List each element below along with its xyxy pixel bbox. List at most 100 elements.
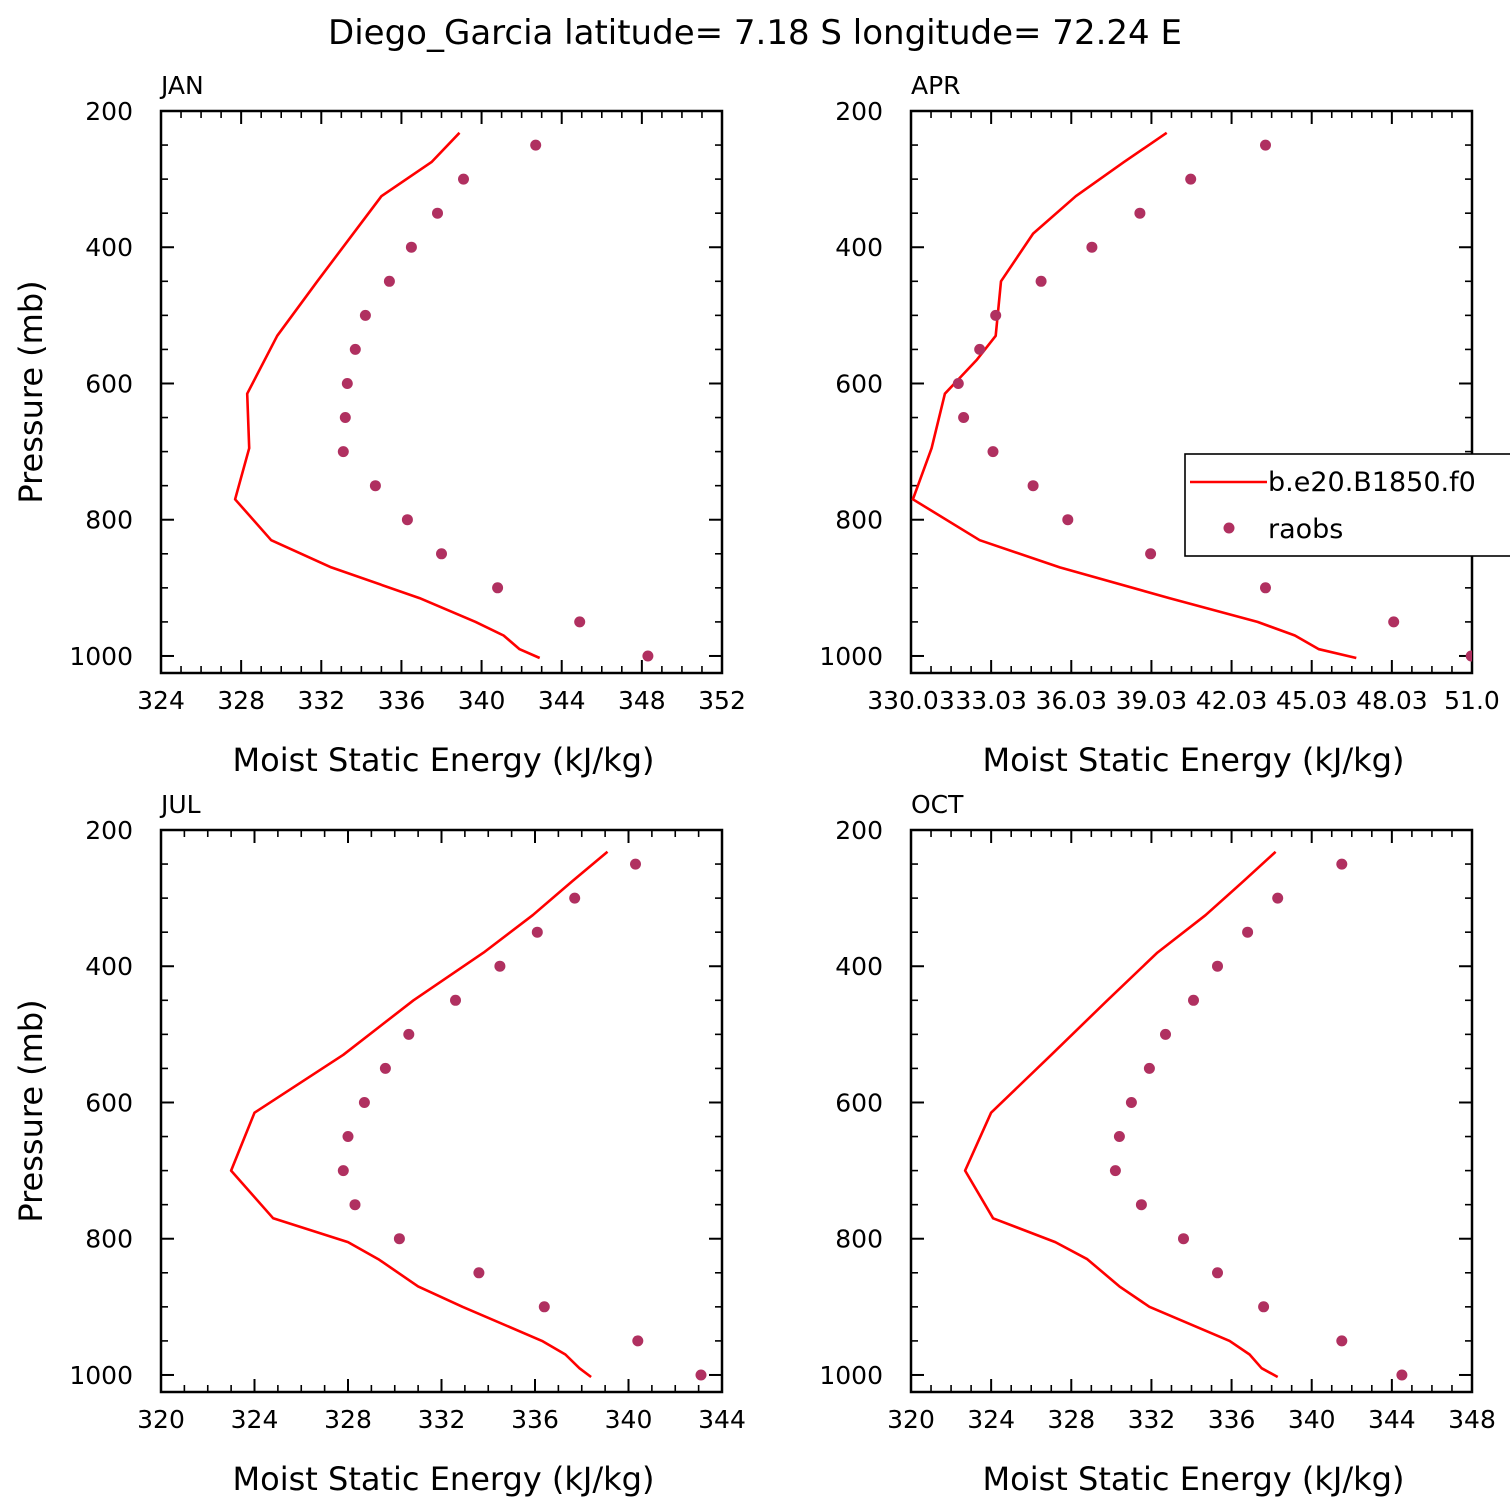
panel-jan: 324 328 332 336 340 344 348 352 200 400 600 800 1000…: [12, 71, 746, 779]
raobs-point: [436, 548, 447, 560]
x-tick-label: 45.03: [1276, 686, 1348, 715]
y-axis-label: Pressure (mb): [12, 999, 50, 1222]
y-tick-label: 200: [85, 97, 133, 126]
panel-title: JUL: [159, 790, 201, 819]
legend-model-label: b.e20.B1850.f0: [1268, 467, 1476, 498]
raobs-point: [1113, 1131, 1125, 1142]
raobs-point: [1086, 241, 1098, 253]
legend: b.e20.B1850.f0 raobs: [1184, 453, 1510, 557]
raobs-point: [569, 892, 581, 904]
raobs-point: [952, 378, 964, 389]
raobs-point: [574, 616, 586, 628]
raobs-point: [1134, 207, 1146, 219]
panel-oct: 320 324 328 332 336 340 344 348 200 400 600 800 1000…: [819, 790, 1495, 1498]
x-tick-label: 344: [698, 1405, 746, 1434]
legend-raobs-label: raobs: [1268, 514, 1343, 545]
raobs-point: [632, 1335, 644, 1347]
raobs-point: [450, 994, 461, 1006]
y-axis-label: Pressure (mb): [12, 280, 50, 503]
x-tick-label: 352: [698, 686, 746, 715]
raobs-point: [349, 343, 361, 355]
raobs-point: [432, 207, 443, 219]
model-line: [233, 131, 541, 660]
x-tick-label: 320: [137, 1405, 185, 1434]
panel-apr: 330.03 33.03 36.03 39.03 42.03 45.03 48.03 51.0…: [819, 71, 1499, 779]
raobs-point: [1212, 960, 1223, 972]
raobs-point: [473, 1267, 485, 1279]
x-tick-label: 348: [618, 686, 666, 715]
raobs-point: [642, 650, 654, 662]
x-tick-label: 33.03: [955, 686, 1027, 715]
x-tick-label: 324: [967, 1405, 1015, 1434]
panel-title: JAN: [159, 71, 204, 100]
y-tick-label: 1000: [819, 642, 883, 671]
x-tick-label: 328: [1047, 1405, 1095, 1434]
raobs-point: [1185, 173, 1197, 185]
plot-frame: [909, 828, 1474, 1394]
raobs-point: [1260, 139, 1271, 151]
y-tick-label: 400: [85, 233, 133, 262]
raobs-point: [530, 139, 542, 151]
x-tick-label: 42.03: [1196, 686, 1268, 715]
y-tick-label: 600: [835, 1088, 883, 1117]
x-axis-label: Moist Static Energy (kJ/kg): [983, 741, 1405, 779]
x-axis-label: Moist Static Energy (kJ/kg): [233, 741, 655, 779]
plot-frame: [909, 109, 1474, 675]
raobs-point: [1258, 1301, 1270, 1313]
raobs-point: [1160, 1028, 1171, 1040]
panel-title: OCT: [911, 790, 964, 819]
y-tick-label: 400: [85, 952, 133, 981]
model-line: [911, 131, 1357, 660]
x-tick-label: 348: [1448, 1405, 1496, 1434]
x-tick-label: 336: [511, 1405, 559, 1434]
y-tick-label: 400: [835, 952, 883, 981]
raobs-point: [538, 1301, 550, 1313]
model-line: [963, 850, 1279, 1379]
x-tick-label: 332: [418, 1405, 466, 1434]
x-tick-label: 336: [378, 686, 426, 715]
plot-area: [233, 131, 654, 662]
raobs-point: [337, 446, 349, 458]
plot-frame: [159, 109, 724, 675]
raobs-point: [630, 858, 641, 870]
raobs-point: [1242, 926, 1254, 938]
raobs-point: [494, 960, 506, 972]
raobs-point: [403, 1028, 415, 1040]
raobs-point: [1336, 1335, 1348, 1347]
x-tick-label: 340: [1288, 1405, 1336, 1434]
x-axis-label: Moist Static Energy (kJ/kg): [983, 1460, 1405, 1498]
raobs-point: [393, 1233, 405, 1245]
y-tick-label: 1000: [69, 1361, 133, 1390]
raobs-point: [337, 1165, 349, 1177]
y-tick-label: 800: [85, 506, 133, 535]
panel-jul: 320 324 328 332 336 340 344 200 400 600 800 1000 JUL…: [12, 790, 746, 1498]
x-tick-label: 332: [297, 686, 345, 715]
raobs-point: [1212, 1267, 1223, 1279]
raobs-point: [1272, 892, 1284, 904]
y-tick-label: 600: [85, 1088, 133, 1117]
raobs-point: [401, 514, 413, 526]
y-tick-label: 800: [835, 1225, 883, 1254]
raobs-point: [339, 412, 351, 423]
raobs-point: [987, 446, 999, 458]
x-tick-label: 36.03: [1035, 686, 1107, 715]
plot-area: [963, 850, 1408, 1381]
raobs-point: [405, 241, 417, 253]
x-tick-label: 39.03: [1116, 686, 1188, 715]
raobs-point: [458, 173, 469, 185]
y-tick-label: 200: [835, 816, 883, 845]
raobs-point: [349, 1199, 361, 1211]
figure-title: Diego_Garcia latitude= 7.18 S longitude=…: [328, 13, 1182, 53]
raobs-point: [1396, 1369, 1408, 1381]
y-tick-label: 600: [835, 369, 883, 398]
x-tick-label: 344: [1368, 1405, 1416, 1434]
raobs-point: [1109, 1165, 1121, 1177]
y-tick-label: 1000: [819, 1361, 883, 1390]
x-tick-label: 328: [324, 1405, 372, 1434]
raobs-point: [1145, 548, 1157, 560]
panel-title: APR: [911, 71, 961, 100]
y-tick-label: 200: [835, 97, 883, 126]
raobs-point: [1027, 480, 1039, 492]
raobs-point: [492, 582, 504, 594]
